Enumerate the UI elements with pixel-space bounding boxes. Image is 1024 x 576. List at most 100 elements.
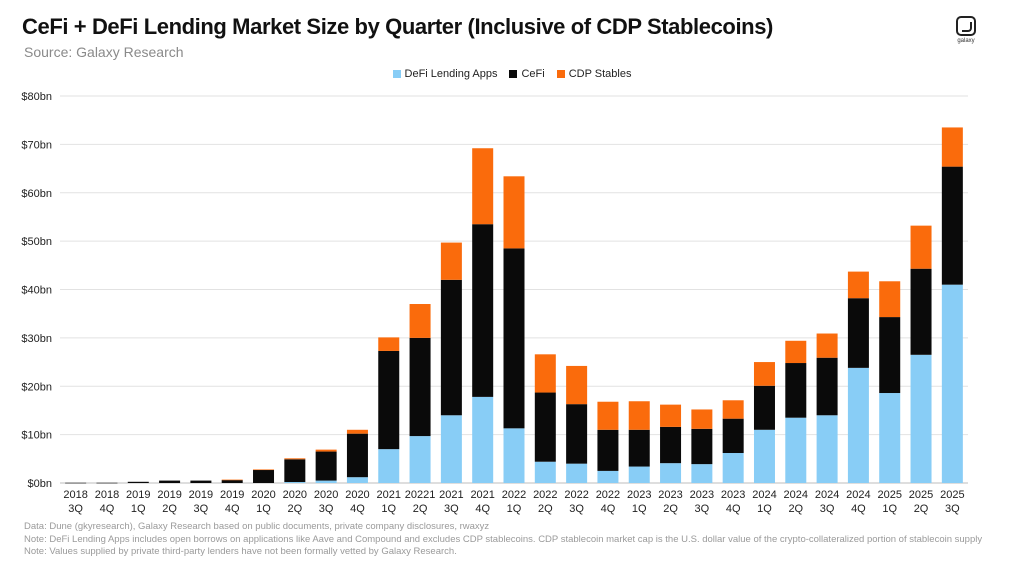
bar-segment-cefi: [253, 469, 275, 483]
bar-segment-defi: [472, 396, 494, 483]
bar-segment-cdp: [941, 127, 963, 167]
bar-segment-cdp: [816, 333, 838, 358]
x-tick-quarter: 3Q: [444, 503, 459, 515]
bar-segment-cefi: [628, 429, 650, 467]
x-tick-year: 2023: [627, 489, 651, 501]
x-tick-quarter: 1Q: [131, 503, 146, 515]
bar-segment-cdp: [910, 225, 932, 269]
x-tick-year: 2020: [345, 489, 369, 501]
bar-segment-defi: [753, 429, 775, 483]
x-tick-year: 2019: [189, 489, 213, 501]
x-tick-quarter: 2Q: [162, 503, 177, 515]
bar-segment-cefi: [65, 482, 87, 484]
bar-segment-cefi: [346, 433, 368, 478]
legend-label-cdp: CDP Stables: [568, 68, 632, 80]
bar-segment-cefi: [785, 363, 807, 418]
y-tick-label: $80bn: [21, 91, 52, 103]
legend-item-defi: DeFi Lending Apps: [392, 68, 497, 80]
bar-segment-cdp: [315, 449, 337, 452]
bar-segment-cefi: [753, 385, 775, 430]
x-tick-quarter: 2Q: [413, 503, 428, 515]
note-data: Data: Dune (gkyresearch), Galaxy Researc…: [24, 521, 490, 532]
x-tick-quarter: 1Q: [882, 503, 897, 515]
x-tick-quarter: 1Q: [632, 503, 647, 515]
bar-segment-defi: [910, 354, 932, 483]
galaxy-logo-text: galaxy: [957, 38, 975, 44]
x-tick-year: 2023: [721, 489, 745, 501]
x-tick-quarter: 4Q: [350, 503, 365, 515]
bar-segment-cefi: [816, 357, 838, 416]
bar-segment-defi: [628, 466, 650, 483]
x-tick-quarter: 2Q: [788, 503, 803, 515]
x-tick-quarter: 3Q: [820, 503, 835, 515]
x-tick-year: 2024: [752, 489, 776, 501]
bar-segment-cdp: [722, 400, 744, 419]
x-tick-year: 2023: [658, 489, 682, 501]
x-tick-quarter: 4Q: [601, 503, 616, 515]
bar-segment-cefi: [127, 481, 149, 483]
bar-segment-defi: [660, 463, 682, 483]
bar-segment-cefi: [221, 480, 243, 483]
bar-segment-cdp: [440, 242, 462, 280]
legend-label-cefi: CeFi: [521, 68, 545, 80]
y-tick-label: $50bn: [21, 236, 52, 248]
galaxy-logo: galaxy: [952, 16, 980, 44]
x-tick-year: 2025: [877, 489, 901, 501]
x-tick-year: 2024: [846, 489, 870, 501]
bar-segment-cdp: [284, 458, 306, 460]
bar-segment-cefi: [409, 337, 431, 437]
bar-segment-cefi: [159, 480, 181, 483]
bar-segment-defi: [284, 482, 306, 483]
x-tick-year: 2018: [95, 489, 119, 501]
chart-legend: DeFi Lending Apps CeFi CDP Stables: [0, 68, 1024, 80]
bar-segment-cefi: [190, 480, 212, 483]
bar-segment-cefi: [472, 224, 494, 397]
bar-segment-cefi: [566, 404, 588, 464]
bar-segment-cdp: [534, 354, 556, 393]
x-tick-year: 2024: [784, 489, 808, 501]
bar-segment-cdp: [472, 148, 494, 225]
x-tick-year: 2021: [470, 489, 494, 501]
galaxy-logo-icon: [956, 16, 976, 36]
x-tick-quarter: 1Q: [757, 503, 772, 515]
legend-swatch-cefi: [509, 70, 518, 78]
bar-segment-defi: [534, 461, 556, 483]
x-tick-quarter: 1Q: [507, 503, 522, 515]
bar-segment-cefi: [534, 392, 556, 462]
x-tick-quarter: 3Q: [695, 503, 710, 515]
bar-segment-cdp: [253, 469, 275, 471]
bar-segment-cdp: [785, 340, 807, 364]
x-tick-year: 2019: [126, 489, 150, 501]
x-tick-year: 2018: [63, 489, 87, 501]
bar-segment-cefi: [96, 482, 118, 484]
bar-segment-cdp: [753, 362, 775, 386]
bar-segment-cdp: [847, 271, 869, 299]
bar-segment-defi: [597, 470, 619, 483]
bar-segment-cdp: [566, 365, 588, 405]
x-tick-quarter: 2Q: [538, 503, 553, 515]
x-tick-year: 2021: [439, 489, 463, 501]
x-tick-year: 2023: [690, 489, 714, 501]
x-tick-year: 2025: [940, 489, 964, 501]
bar-segment-cdp: [879, 281, 901, 318]
bar-segment-defi: [847, 367, 869, 483]
bar-segment-cefi: [691, 428, 713, 465]
x-tick-year: 2022: [533, 489, 557, 501]
note-vetting: Note: Values supplied by private third-p…: [24, 546, 457, 557]
bar-segment-cdp: [691, 409, 713, 429]
bar-segment-cdp: [503, 176, 525, 249]
bar-segment-cefi: [722, 418, 744, 454]
bar-segment-cdp: [409, 304, 431, 338]
bar-segment-defi: [566, 463, 588, 483]
y-tick-label: $0bn: [28, 478, 52, 490]
y-tick-label: $20bn: [21, 381, 52, 393]
bar-segment-cefi: [660, 426, 682, 464]
bar-segment-defi: [785, 417, 807, 483]
legend-swatch-cdp: [556, 70, 565, 78]
bar-segment-cdp: [346, 429, 368, 434]
x-tick-quarter: 1Q: [256, 503, 271, 515]
x-tick-quarter: 3Q: [319, 503, 334, 515]
bar-segment-cdp: [378, 337, 400, 351]
x-tick-year: 2021: [377, 489, 401, 501]
